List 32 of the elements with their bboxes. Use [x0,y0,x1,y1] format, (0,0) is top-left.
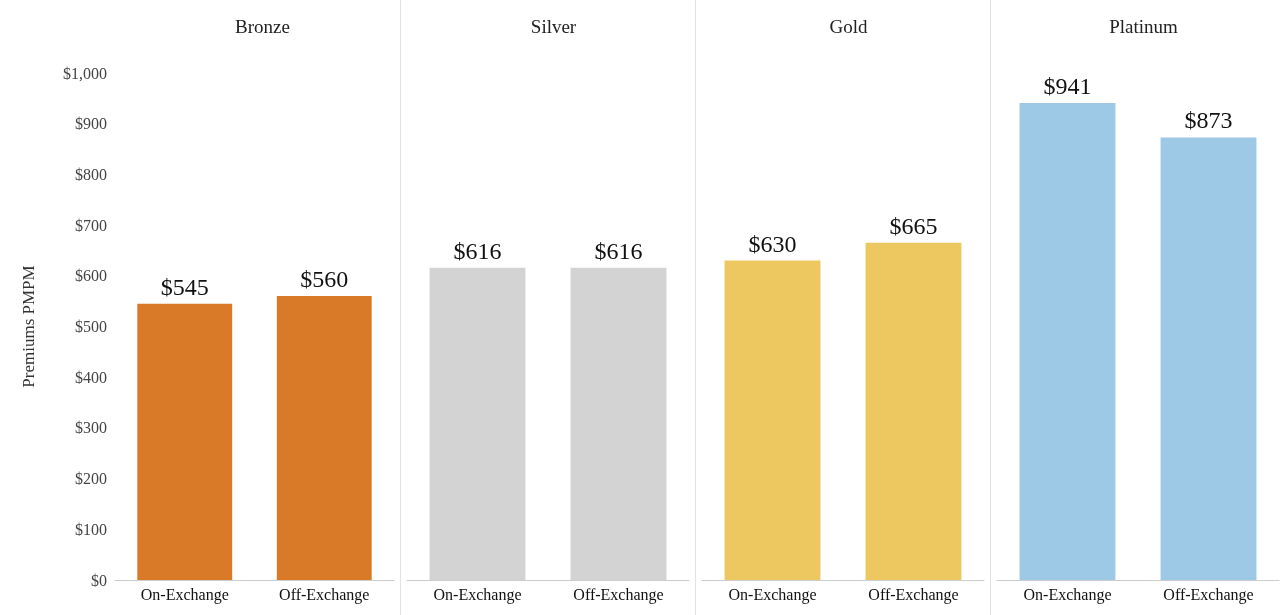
y-tick-label: $600 [75,267,107,285]
data-label: $560 [300,266,349,293]
data-label: $616 [594,237,643,264]
chart-title: Gold [829,16,868,37]
data-label: $545 [160,273,209,300]
y-tick-label: $200 [75,470,107,488]
data-label: $616 [453,237,502,264]
x-tick-label: Off-Exchange [868,585,959,604]
y-tick-label: $300 [75,419,107,437]
y-tick-label: $800 [75,165,107,183]
chart-title: Platinum [1109,16,1179,37]
y-tick-label: $500 [75,318,107,335]
y-tick-label: $1,000 [63,64,107,82]
x-tick-label: On-Exchange [728,585,817,604]
data-label: $873 [1184,107,1233,134]
y-tick-label: $400 [75,368,107,386]
chart-title: Bronze [235,16,290,37]
y-tick-label: $700 [75,216,107,234]
data-label: $665 [889,212,938,239]
y-tick-label: $900 [75,115,107,133]
x-tick-label: On-Exchange [140,585,229,604]
y-tick-label: $100 [75,520,107,538]
x-tick-label: On-Exchange [433,585,522,604]
x-tick-label: On-Exchange [1023,585,1112,604]
data-label: $630 [748,230,797,257]
data-label: $941 [1043,72,1092,99]
x-tick-label: Off-Exchange [279,585,370,604]
x-tick-label: Off-Exchange [1163,585,1254,604]
y-tick-label: $0 [91,571,107,589]
x-tick-label: Off-Exchange [573,585,664,604]
chart-title: Silver [530,16,577,37]
y-axis-title: Premiums PMPM [19,265,38,388]
